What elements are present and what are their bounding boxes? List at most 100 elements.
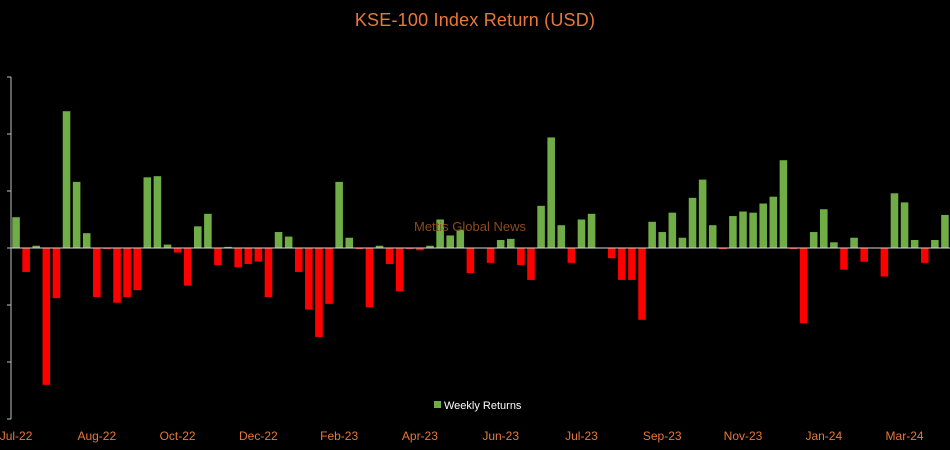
bar (395, 248, 404, 292)
bar (224, 246, 232, 248)
bar (466, 248, 475, 274)
bar (22, 248, 30, 272)
bar (153, 176, 162, 248)
bar (507, 238, 515, 248)
bar (123, 248, 131, 298)
bar (920, 248, 929, 263)
x-tick-label: Aug-22 (77, 429, 116, 443)
bar (62, 111, 71, 248)
watermark: Mettis Global News (414, 219, 526, 234)
bar (698, 179, 707, 248)
bar (436, 219, 444, 248)
x-tick-label: Nov-23 (724, 429, 763, 443)
bar (234, 248, 242, 268)
bar (93, 248, 101, 298)
bar (12, 217, 20, 248)
bar (486, 248, 495, 263)
bar (628, 248, 636, 280)
bar (830, 242, 838, 248)
bar (375, 245, 384, 248)
bar (325, 248, 333, 304)
bar (426, 245, 434, 248)
bar (840, 248, 848, 270)
bar (315, 248, 323, 337)
bar (941, 214, 949, 248)
bar (527, 248, 535, 280)
bar (416, 248, 424, 251)
bar (82, 233, 91, 248)
bar (910, 240, 919, 248)
bar (729, 216, 737, 248)
bar (557, 225, 566, 248)
bar (678, 237, 687, 248)
bar (32, 245, 41, 248)
bar (618, 248, 626, 280)
bar (496, 240, 505, 248)
bar (900, 202, 909, 248)
legend-label: Weekly Returns (444, 400, 522, 412)
bar (638, 248, 646, 320)
bar (214, 248, 222, 266)
bar (517, 248, 525, 266)
bar (577, 219, 586, 248)
x-tick-label: Jan-24 (805, 429, 842, 443)
bar (719, 248, 727, 250)
bar (254, 248, 263, 262)
bar (133, 248, 141, 291)
legend: Weekly Returns (434, 400, 522, 412)
bar (355, 248, 364, 250)
legend-swatch (434, 401, 441, 408)
bar (769, 196, 778, 248)
x-tick-label: Sep-23 (643, 429, 682, 443)
bar (708, 225, 717, 248)
bar (294, 248, 303, 272)
bar (385, 248, 394, 264)
bar (305, 248, 313, 310)
bar (820, 209, 828, 248)
bar (749, 212, 757, 248)
x-tick-label: Apr-23 (402, 429, 438, 443)
bar (194, 226, 202, 248)
bar (143, 177, 152, 248)
bar (799, 248, 808, 324)
bar (850, 237, 858, 248)
bar (284, 236, 293, 248)
bar (52, 248, 61, 299)
bar (739, 211, 747, 248)
x-tick-label: Jun-23 (482, 429, 519, 443)
bar (890, 193, 899, 248)
x-tick-label: Mar-24 (886, 429, 924, 443)
bar (668, 212, 677, 248)
bar (173, 248, 182, 253)
chart-title: KSE-100 Index Return (USD) (354, 10, 596, 30)
x-tick-label: Jul-23 (565, 429, 598, 443)
bar (335, 181, 343, 248)
bar (779, 160, 788, 248)
bar (113, 248, 121, 303)
bar (547, 137, 555, 248)
x-tick-label: Dec-22 (239, 429, 278, 443)
bar (274, 232, 283, 248)
bar (658, 232, 667, 248)
bar (42, 248, 51, 385)
bar (688, 197, 697, 248)
bar (860, 248, 868, 262)
bar (809, 232, 818, 248)
x-tick-label: Feb-23 (320, 429, 358, 443)
bars-group (12, 111, 949, 385)
bar (880, 248, 889, 277)
bar (759, 203, 767, 248)
bar (931, 240, 939, 248)
bar (537, 205, 545, 248)
bar (345, 237, 354, 248)
bar (163, 244, 172, 248)
bar (406, 248, 414, 250)
bar (103, 248, 111, 250)
bar (456, 229, 465, 248)
bar (789, 248, 798, 250)
bar (183, 248, 192, 286)
bar (648, 221, 656, 248)
bar (244, 248, 253, 264)
bar (72, 181, 81, 248)
